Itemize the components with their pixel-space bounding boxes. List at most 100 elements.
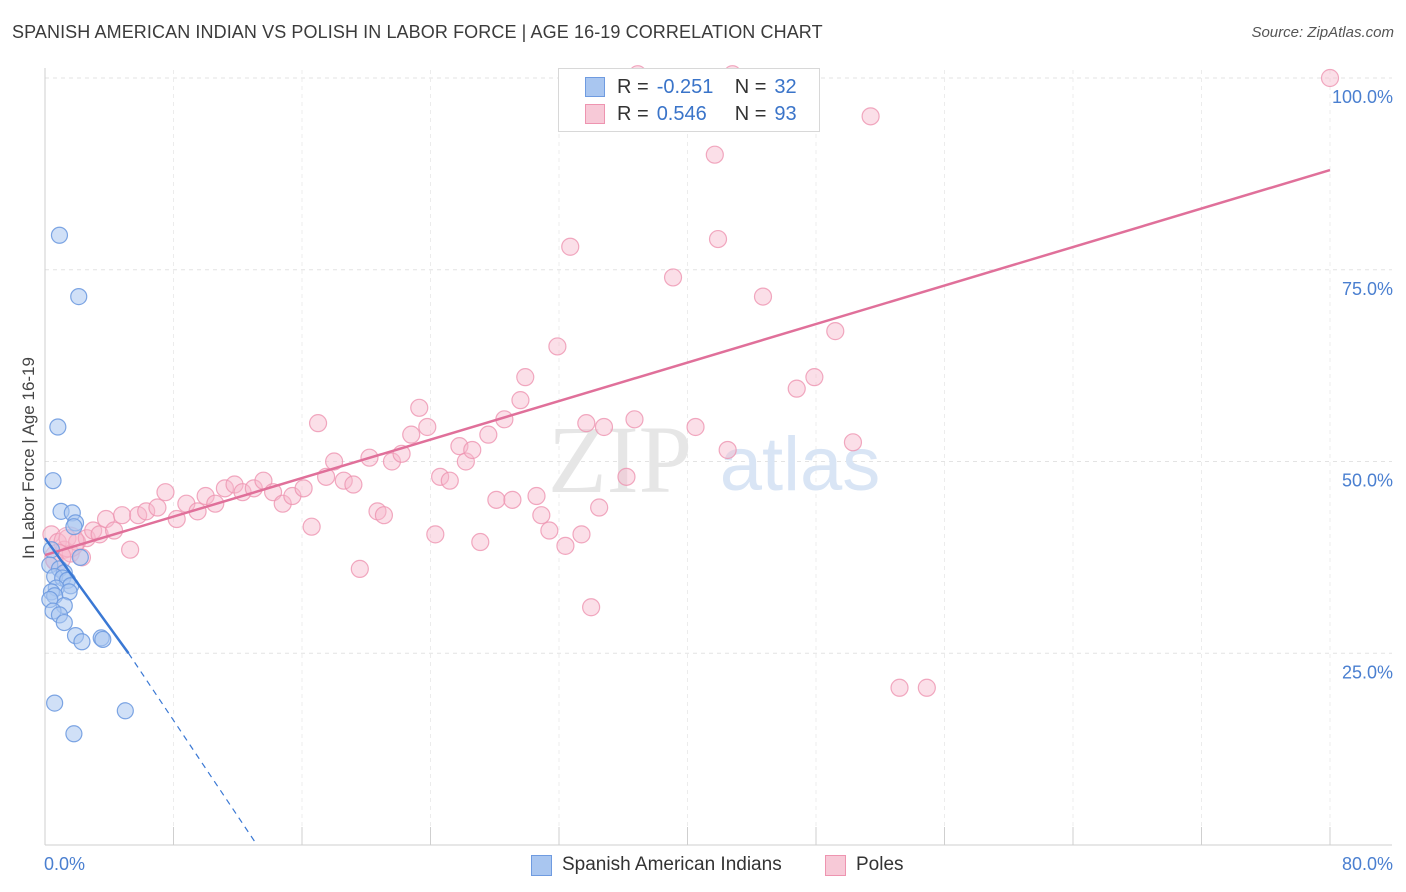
spanish-american-indians-points [41,226,134,743]
spanish-american-indians-trend-extension [128,652,258,846]
poles-point [540,521,559,540]
poles-point [753,287,773,306]
poles-point [431,467,450,486]
watermark-atlas: atlas [720,422,881,507]
poles-point [463,440,482,460]
poles-point [456,452,475,471]
y-tick-label: 50.0% [1342,471,1393,491]
poles-point [594,417,614,437]
poles-point [112,506,132,525]
legend-n-value: 93 [774,102,797,125]
poles-point [590,498,609,517]
poles-point [137,502,156,521]
poles-point [805,368,824,387]
poles-point [861,107,880,126]
poles-point [294,479,313,498]
legend-n-value: 32 [774,75,797,98]
poles-point [708,229,728,249]
poles-point [410,398,429,417]
spanish-american-indians-point [71,548,89,566]
poles-point [426,525,445,544]
poles-point [548,337,567,356]
poles-point [511,391,530,410]
poles-point [577,414,596,433]
spanish-american-indians-point [46,694,64,712]
poles-points [42,65,1340,697]
watermark-zip: ZIP [548,406,692,513]
legend-r-label: R = [617,102,649,125]
bottom-legend-spanish-american-indians: Spanish American Indians [531,852,782,878]
poles-point [487,490,506,509]
poles-point [917,678,936,697]
poles-point [826,322,845,341]
poles-point [334,471,353,490]
spanish-american-indians-point [116,702,134,720]
legend-row-poles: R = 0.546 N = 93 [585,100,797,128]
trend-lines [43,168,1331,846]
poles-point [663,268,683,287]
y-axis-label: In Labor Force | Age 16-19 [19,357,38,559]
watermark: ZIP atlas [548,406,880,513]
poles-point [705,145,724,164]
bottom-legend-poles: Poles [825,852,904,878]
gridlines [45,70,1392,845]
bottom-legend-label: Spanish American Indians [562,854,782,875]
poles-point [625,410,644,429]
poles-point [402,425,421,444]
poles-point [273,494,292,513]
x-tick-label: 0.0% [44,854,85,874]
legend-r-value: 0.546 [656,102,707,125]
poles-point [787,379,806,398]
bottom-legend-swatch-pink [825,854,846,876]
bottom-legend-swatch-blue [531,854,552,876]
poles-point [527,486,546,506]
poles-point [561,237,580,256]
poles-point [686,417,705,437]
poles-point [121,540,140,559]
bottom-legend-label: Poles [856,854,904,875]
poles-point [503,490,522,509]
poles-point [308,414,328,433]
poles-point [374,506,394,525]
y-tick-label: 25.0% [1342,662,1393,682]
poles-point [471,532,490,552]
spanish-american-indians-point [73,633,91,651]
source-attribution: Source: ZipAtlas.com [1251,24,1394,41]
poles-point [1320,68,1340,88]
poles-point [718,440,737,460]
spanish-american-indians-point [65,518,83,536]
poles-point [532,506,551,525]
poles-point [350,559,369,578]
y-tick-label: 100.0% [1332,87,1393,107]
poles-point [843,433,863,452]
stats-legend: R = -0.251 N = 32 R = 0.546 N = 93 [558,68,820,132]
poles-point [148,498,167,517]
legend-swatch-blue [585,77,605,97]
poles-point [418,417,437,437]
y-tick-labels: 25.0% 50.0% 75.0% 100.0% [1332,87,1393,682]
x-tick-label: 80.0% [1342,854,1393,874]
legend-n-label: N = [734,75,767,98]
poles-point [516,368,535,387]
spanish-american-indians-point [70,287,88,306]
spanish-american-indians-point [65,725,83,743]
poles-point [479,425,498,444]
y-tick-label: 75.0% [1342,279,1393,299]
spanish-american-indians-point [44,472,62,490]
poles-point [156,483,175,502]
poles-point [890,678,909,697]
poles-point [382,452,402,471]
poles-point [344,475,363,494]
spanish-american-indians-trend-line [43,537,130,654]
spanish-american-indians-point [94,630,112,649]
poles-point [556,536,575,555]
poles-point [196,486,215,506]
chart-title: SPANISH AMERICAN INDIAN VS POLISH IN LAB… [12,22,823,42]
poles-point [572,525,591,544]
legend-swatch-pink [585,104,605,124]
legend-n-label: N = [734,102,767,125]
spanish-american-indians-point [49,418,67,436]
poles-point [617,467,636,486]
poles-point [582,598,601,617]
